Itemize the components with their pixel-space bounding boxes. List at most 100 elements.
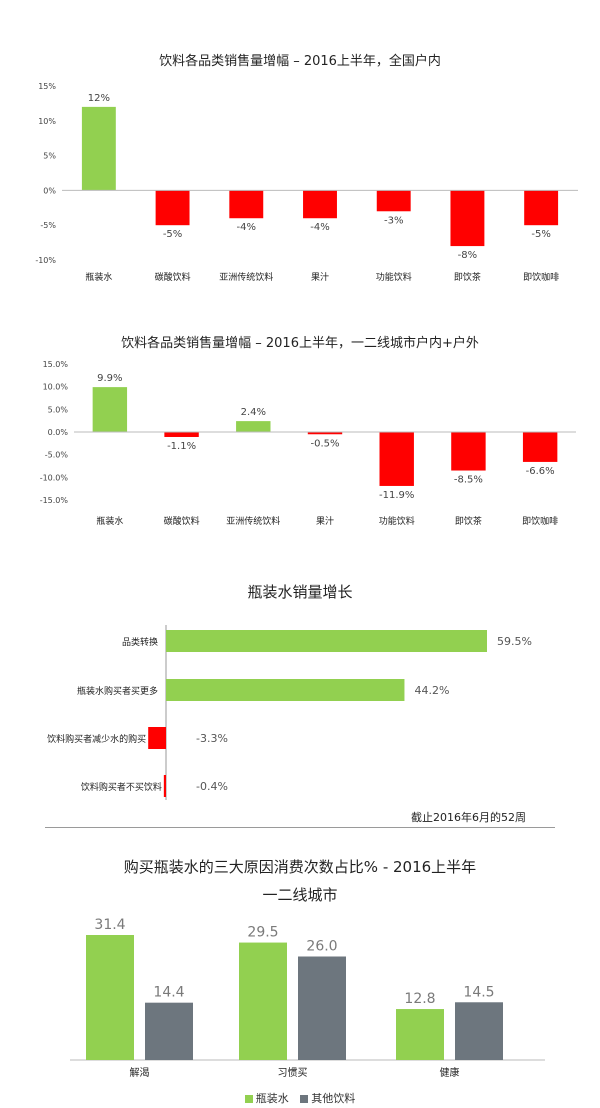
bar-data-label: 12% (88, 93, 110, 104)
bar-data-label: 14.4 (153, 985, 184, 1001)
y-tick-label: -10% (35, 256, 56, 265)
bar-data-label: -5% (163, 229, 182, 240)
chart2-title: 饮料各品类销售量增幅 – 2016上半年，一二线城市户内+户外 (121, 336, 479, 351)
bar-data-label: 26.0 (306, 938, 337, 954)
chart4-svg: 31.4 14.4 解渴 29.5 26.0 习惯买 12.8 14.5 健康 (70, 917, 545, 1079)
bar-data-label: -3.3% (196, 732, 228, 745)
x-category-label: 果汁 (316, 515, 334, 527)
bar (450, 190, 485, 247)
bar-data-label: 12.8 (404, 991, 435, 1007)
bar-data-label: -8% (458, 250, 477, 261)
x-category-label: 即饮咖啡 (523, 271, 559, 283)
bar (376, 190, 411, 212)
y-tick-label: 10% (38, 117, 56, 126)
bar-data-label: -4% (237, 222, 256, 233)
bar (163, 775, 166, 797)
bar-data-label: -0.5% (310, 438, 339, 449)
bar-data-label: -11.9% (379, 490, 414, 501)
x-category-label: 亚洲传统饮料 (226, 515, 280, 527)
y-tick-label: -5.0% (45, 451, 69, 460)
y-tick-label: -5% (40, 221, 56, 230)
chart4-legend: 瓶装水 其他饮料 (0, 1090, 600, 1106)
bar (455, 1002, 503, 1060)
bar (155, 190, 190, 226)
chart4-subtitle: 一二线城市 (262, 886, 338, 904)
x-category-label: 亚洲传统饮料 (219, 271, 273, 283)
x-category-label: 即饮茶 (454, 271, 481, 283)
chart3-note: 截止2016年6月的52周 (411, 811, 526, 824)
chart1-svg: 15% 10% 5% 0% -5% -10% 12% 瓶装水 -5% 碳酸饮料 -4% 亚洲传统饮料 -… (35, 82, 578, 283)
bar (522, 432, 558, 462)
bar-data-label: 31.4 (94, 917, 125, 933)
bar-data-label: -8.5% (454, 475, 483, 486)
x-category-label: 即饮咖啡 (522, 515, 558, 527)
x-category-label: 即饮茶 (455, 515, 482, 527)
bar (236, 421, 271, 432)
chart1-title: 饮料各品类销售量增幅 – 2016上半年，全国户内 (159, 54, 441, 69)
bar (379, 432, 414, 486)
bar-data-label: -1.1% (167, 441, 196, 452)
x-category-label: 健康 (440, 1066, 460, 1079)
x-category-label: 功能饮料 (376, 271, 412, 283)
x-category-label: 果汁 (311, 271, 329, 283)
bar (307, 432, 343, 435)
y-category-label: 饮料购买者减少水的购买 (47, 733, 146, 745)
y-category-label: 品类转换 (122, 636, 158, 648)
bar-data-label: -4% (310, 222, 329, 233)
legend-swatch (300, 1095, 309, 1103)
bar-data-label: -0.4% (196, 780, 228, 793)
legend-label: 瓶装水 (255, 1092, 289, 1105)
chart3-title: 瓶装水销量增长 (247, 583, 353, 601)
legend-item-bottled-water: 瓶装水 (244, 1090, 289, 1106)
bar-data-label: 29.5 (247, 925, 278, 941)
bar (86, 935, 134, 1060)
bar (166, 630, 487, 652)
bar (451, 432, 486, 471)
x-category-label: 碳酸饮料 (164, 515, 200, 527)
y-category-label: 瓶装水购买者买更多 (77, 685, 158, 697)
y-tick-label: 15% (38, 82, 56, 91)
y-tick-label: 5% (43, 152, 56, 161)
x-category-label: 瓶装水 (96, 515, 123, 527)
y-tick-label: 5.0% (48, 405, 69, 414)
bar (524, 190, 559, 226)
y-tick-label: 0.0% (48, 428, 69, 437)
bar-data-label: -3% (384, 215, 403, 226)
y-tick-label: 0% (43, 186, 56, 195)
y-tick-label: -15.0% (40, 496, 69, 505)
bar (148, 727, 166, 749)
y-category-label: 饮料购买者不买饮料 (81, 781, 162, 793)
bar (396, 1009, 444, 1060)
legend-label: 其他饮料 (311, 1092, 356, 1105)
bar (298, 956, 346, 1060)
bar (239, 942, 287, 1060)
y-tick-label: -10.0% (40, 473, 69, 482)
bar-data-label: 2.4% (241, 407, 266, 418)
bar-data-label: -5% (531, 229, 550, 240)
x-category-label: 解渴 (130, 1066, 150, 1079)
bar (81, 106, 116, 191)
bar (145, 1002, 193, 1060)
legend-swatch (244, 1095, 253, 1103)
y-tick-label: 10.0% (43, 383, 69, 392)
x-category-label: 碳酸饮料 (155, 271, 191, 283)
chart4-title: 购买瓶装水的三大原因消费次数占比% - 2016上半年 (123, 858, 477, 876)
bar-data-label: 14.5 (463, 984, 494, 1000)
chart3-svg: 59.5% 品类转换 44.2% 瓶装水购买者买更多 -3.3% 饮料购买者减少水的购买 -… (47, 625, 532, 800)
y-tick-label: 15.0% (43, 360, 69, 369)
bar (229, 190, 264, 219)
x-category-label: 瓶装水 (85, 271, 112, 283)
x-category-label: 功能饮料 (379, 515, 415, 527)
bar-data-label: 9.9% (97, 373, 122, 384)
bar (303, 190, 337, 219)
bar-data-label: 44.2% (414, 684, 449, 697)
legend-item-other-drinks: 其他饮料 (300, 1090, 355, 1106)
bar (164, 432, 199, 437)
bar-data-label: 59.5% (497, 635, 532, 648)
section-divider (45, 827, 555, 828)
chart2-svg: 15.0% 10.0% 5.0% 0.0% -5.0% -10.0% -15.0% 9.9% 瓶… (40, 360, 576, 527)
x-category-label: 习惯买 (278, 1066, 308, 1079)
bar (92, 387, 128, 432)
bar-data-label: -6.6% (526, 466, 555, 477)
bar (166, 679, 405, 701)
